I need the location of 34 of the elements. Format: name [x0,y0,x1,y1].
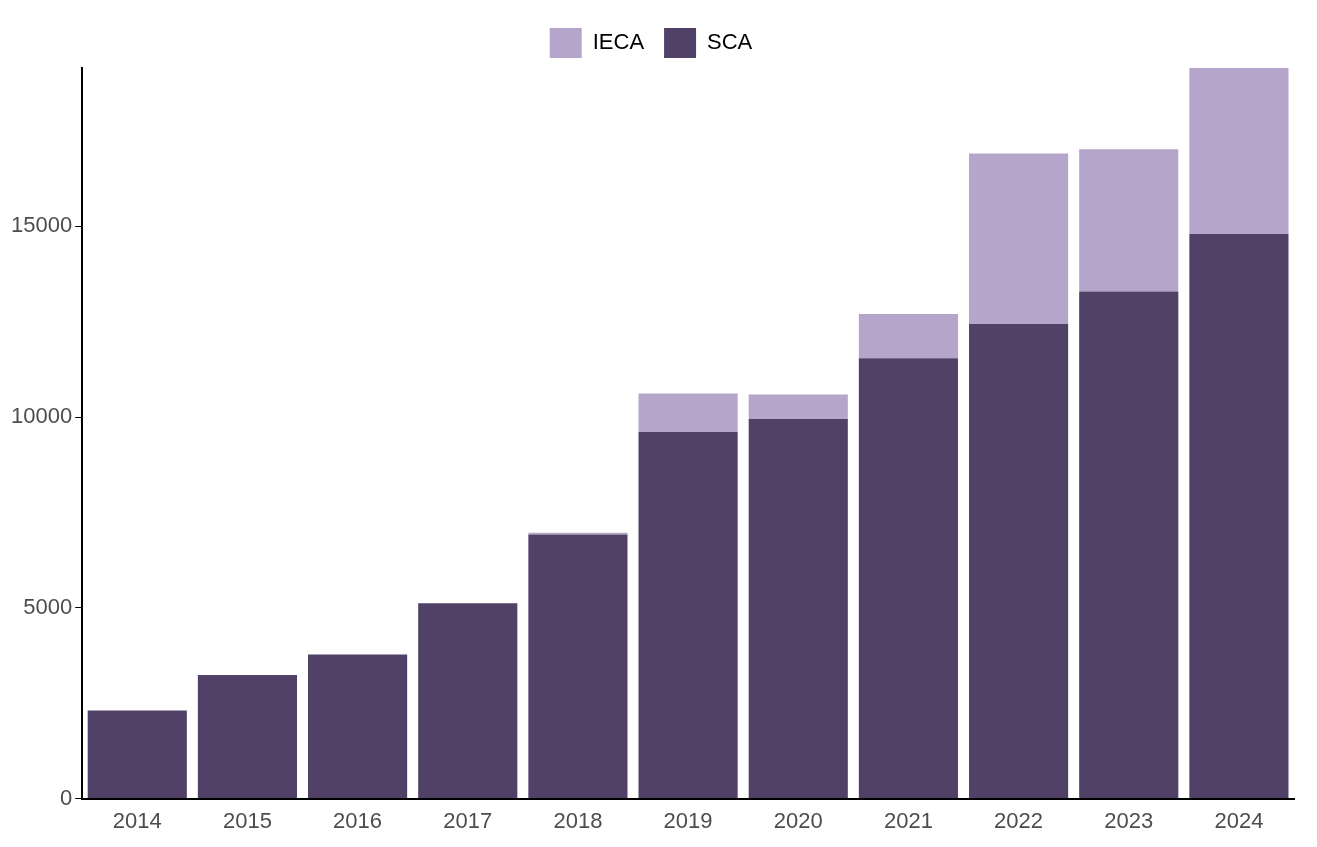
x-tick-label: 2023 [1104,807,1154,833]
x-tick-label: 2019 [663,807,713,833]
x-tick-label: 2017 [443,807,493,833]
bar [638,393,738,432]
bar [1079,291,1179,799]
bar [638,431,738,799]
legend-label: IECA [592,29,645,55]
bar [1079,149,1179,292]
bar [748,418,848,799]
legend-label: SCA [707,29,753,55]
bar [858,358,958,799]
bar [87,710,187,799]
bar [418,603,518,799]
bar [308,654,408,799]
x-tick-label: 2022 [994,807,1044,833]
y-tick-label: 0 [59,784,73,810]
bar [197,674,297,799]
bar [969,324,1069,799]
x-tick-label: 2021 [883,807,933,833]
x-tick-label: 2015 [222,807,272,833]
y-tick-label: 5000 [23,593,73,619]
x-tick-label: 2020 [773,807,823,833]
x-tick-label: 2018 [553,807,603,833]
bar [1189,68,1289,234]
bar [748,394,848,419]
bar [1189,233,1289,799]
bar [969,153,1069,324]
x-tick-label: 2024 [1214,807,1264,833]
x-tick-label: 2014 [112,807,162,833]
y-tick-label: 15000 [10,212,73,238]
y-tick-label: 10000 [10,403,73,429]
x-tick-label: 2016 [333,807,383,833]
bar [528,534,628,799]
bar [858,314,958,359]
